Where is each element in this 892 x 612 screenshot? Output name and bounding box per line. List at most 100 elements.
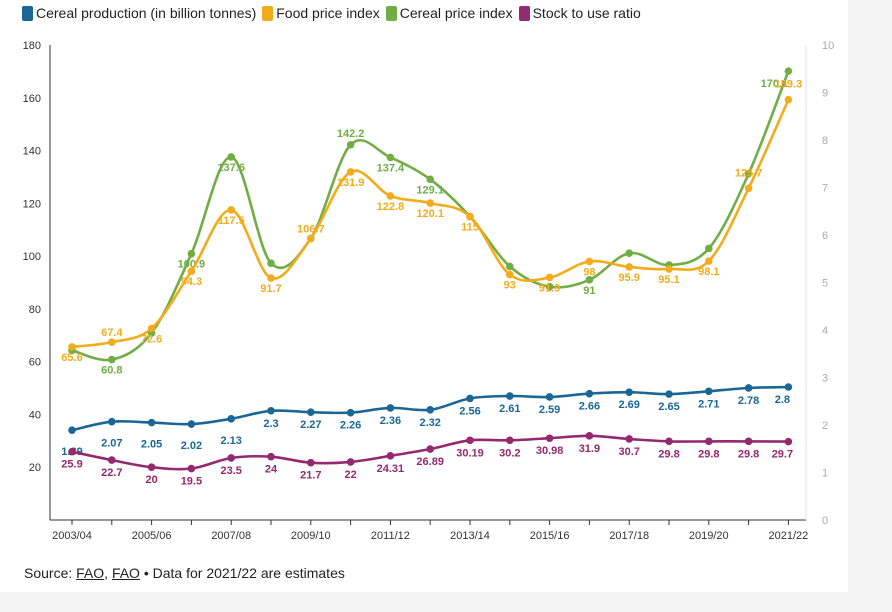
data-label: 2.59: [539, 404, 560, 416]
data-label: 29.8: [698, 448, 719, 460]
data-label: 2.27: [300, 419, 321, 431]
data-label: 2.78: [738, 395, 759, 407]
data-label: 60.8: [101, 365, 122, 377]
y-left-tick-label: 60: [29, 357, 41, 369]
y-right-tick-label: 1: [822, 468, 828, 480]
data-point: [187, 267, 196, 275]
legend-label: Food price index: [276, 5, 380, 21]
data-point: [744, 437, 753, 446]
data-label: 24.31: [377, 463, 405, 475]
y-right-tick-label: 2: [822, 420, 828, 432]
x-tick-label: 2021/22: [769, 530, 809, 542]
source-link-fao-2[interactable]: FAO: [111, 565, 140, 581]
legend-item-stock-to-use-ratio[interactable]: Stock to use ratio: [518, 5, 641, 21]
data-point: [267, 406, 275, 415]
chart-panel: [0, 0, 848, 592]
data-point: [147, 463, 156, 472]
data-point: [147, 324, 156, 333]
y-right-tick-label: 8: [822, 135, 828, 147]
data-point: [68, 343, 76, 351]
data-point: [346, 408, 355, 417]
data-point: [705, 437, 713, 446]
data-point: [386, 404, 395, 412]
data-point: [625, 388, 633, 397]
data-point: [108, 338, 116, 346]
y-right-tick-label: 7: [822, 183, 828, 195]
data-point: [585, 257, 594, 266]
data-point: [545, 273, 554, 282]
data-point: [466, 436, 474, 445]
data-point: [227, 206, 235, 214]
data-label: 21.7: [300, 470, 321, 482]
y-right-tick-label: 5: [822, 278, 828, 290]
data-point: [227, 454, 235, 462]
data-label: 29.8: [738, 448, 759, 460]
data-point: [187, 420, 196, 428]
data-point: [545, 282, 554, 291]
x-tick-label: 2019/20: [689, 530, 729, 542]
x-tick-label: 2005/06: [132, 530, 172, 542]
data-point: [545, 393, 554, 401]
data-point: [705, 244, 713, 253]
data-point: [784, 437, 793, 446]
data-point: [426, 175, 435, 184]
data-point: [426, 445, 435, 453]
data-point: [585, 276, 594, 284]
legend-item-cereal-production[interactable]: Cereal production (in billion tonnes): [22, 5, 256, 21]
legend-swatch: [22, 5, 33, 21]
data-label: 91: [583, 285, 595, 297]
y-right-tick-label: 3: [822, 373, 828, 385]
y-left-tick-label: 120: [23, 198, 41, 210]
legend-swatch: [262, 5, 274, 21]
data-label: 2.61: [499, 403, 520, 415]
data-point: [784, 95, 793, 104]
legend-swatch: [385, 5, 397, 21]
x-tick-label: 2017/18: [609, 530, 649, 542]
data-point: [784, 67, 793, 75]
data-label: 170.1: [761, 78, 789, 90]
data-label: 131.9: [337, 177, 365, 189]
data-label: 137.4: [377, 162, 405, 174]
legend-item-cereal-price-index[interactable]: Cereal price index: [385, 5, 513, 21]
data-point: [386, 153, 395, 162]
data-label: 2.32: [419, 417, 440, 429]
data-label: 2.36: [380, 415, 401, 427]
data-point: [585, 389, 594, 398]
data-point: [426, 199, 435, 207]
data-label: 2.13: [220, 435, 241, 447]
data-label: 129.1: [416, 184, 444, 196]
y-left-tick-label: 100: [23, 251, 41, 263]
data-label: 91.9: [539, 282, 560, 294]
data-label: 29.8: [658, 448, 679, 460]
y-left-tick-label: 20: [29, 462, 41, 474]
data-point: [744, 169, 753, 178]
data-label: 23.5: [220, 465, 241, 477]
data-point: [784, 383, 793, 391]
data-point: [545, 434, 554, 443]
data-label: 94.3: [181, 276, 202, 288]
y-right-tick-label: 0: [822, 515, 828, 527]
data-point: [506, 436, 514, 445]
data-label: 26.89: [416, 456, 444, 468]
x-tick-label: 2015/16: [530, 530, 570, 542]
data-label: 30.7: [618, 446, 639, 458]
data-label: 2.3: [263, 418, 278, 430]
legend-label: Stock to use ratio: [532, 5, 641, 21]
y-right-tick-label: 9: [822, 88, 828, 100]
data-point: [68, 426, 76, 435]
data-label: 120.1: [416, 208, 444, 220]
data-label: 72.6: [141, 333, 162, 345]
legend-item-food-price-index[interactable]: Food price index: [262, 5, 380, 21]
data-point: [506, 392, 514, 400]
data-point: [585, 432, 594, 440]
data-label: 159.3: [775, 79, 803, 91]
data-point: [108, 355, 116, 364]
data-point: [506, 270, 514, 279]
data-point: [705, 387, 713, 396]
data-point: [267, 259, 275, 268]
data-label: 22: [344, 469, 356, 481]
source-link-fao-1[interactable]: FAO: [76, 565, 105, 581]
data-label: 20: [145, 474, 157, 486]
data-label: 106.7: [297, 223, 325, 235]
data-point: [466, 394, 474, 403]
